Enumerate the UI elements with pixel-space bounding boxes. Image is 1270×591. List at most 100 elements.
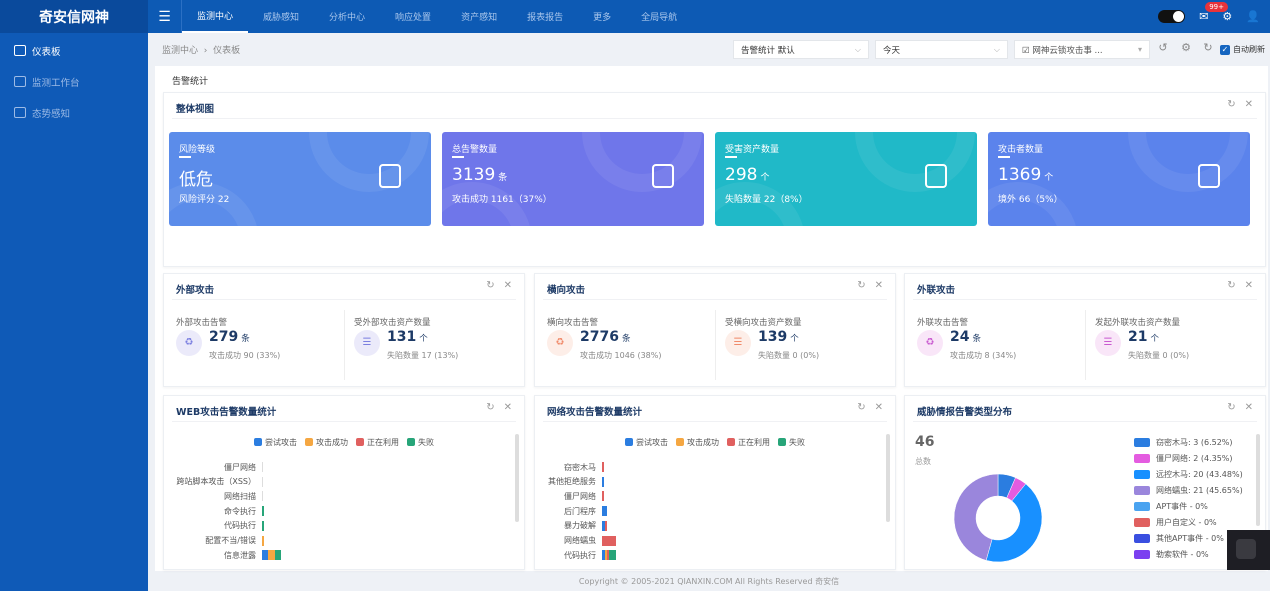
legend-item[interactable]: 尝试攻击 (625, 437, 668, 448)
legend-item[interactable]: 其他APT事件 - 0% (1134, 530, 1243, 546)
bar-segment[interactable] (268, 550, 275, 561)
refresh-icon[interactable]: ↻ (857, 280, 866, 291)
nav-tab[interactable]: 响应处置 (395, 13, 432, 23)
kpi-sub: 风险评分 22 (179, 195, 230, 205)
chart-title: WEB攻击告警数量统计 (176, 407, 277, 418)
refresh-icon[interactable]: ↻ (1227, 99, 1236, 110)
nav-tab[interactable]: 报表报告 (527, 13, 564, 23)
reset-icon[interactable]: ↺ (1158, 41, 1168, 54)
kpi-card[interactable]: 攻击者数量 1369 个 境外 66（5%） (988, 132, 1250, 226)
close-icon[interactable]: ✕ (503, 280, 512, 291)
time-select[interactable]: 今天 ⌵ (875, 40, 1008, 59)
refresh-icon[interactable]: ↻ (1227, 280, 1236, 291)
tick-label: 代码执行 (224, 521, 256, 531)
stat-sub: 失陷数量 17 (13%) (387, 351, 459, 360)
pie-slice[interactable] (985, 483, 1043, 563)
legend-item[interactable]: 攻击成功 (676, 437, 719, 448)
bar-segment[interactable] (262, 506, 264, 517)
user-icon[interactable]: 👤 (1246, 10, 1260, 23)
sidebar-item[interactable]: 仪表板 (0, 35, 148, 66)
bar-segment[interactable] (602, 520, 606, 531)
legend-item[interactable]: 网络蠕虫: 21 (45.65%) (1134, 482, 1243, 498)
bar-segment[interactable] (602, 476, 604, 487)
close-icon[interactable]: ✕ (1244, 99, 1253, 110)
nav-tab[interactable]: 全局导航 (641, 13, 678, 23)
stat-unit: 条 (972, 334, 981, 344)
template-select[interactable]: 告警统计 默认 ⌵ (733, 40, 869, 59)
legend-item[interactable]: 窃密木马: 3 (6.52%) (1134, 434, 1243, 450)
bar-segment[interactable] (602, 535, 617, 546)
close-icon[interactable]: ✕ (874, 280, 883, 291)
bar-segment[interactable] (262, 550, 269, 561)
legend-item[interactable]: 尝试攻击 (254, 437, 297, 448)
bar-segment[interactable] (609, 550, 616, 561)
kpi-card[interactable]: 总告警数量 3139 条 攻击成功 1161（37%） (442, 132, 704, 226)
bar-segment[interactable] (602, 550, 606, 561)
bar-segment[interactable] (262, 535, 264, 546)
scrollbar[interactable] (515, 434, 519, 522)
pie-slice[interactable] (953, 473, 999, 561)
close-icon[interactable]: ✕ (1244, 280, 1253, 291)
bar-segment[interactable] (607, 550, 610, 561)
bar-segment[interactable] (605, 550, 608, 561)
sidebar-item-label: 仪表板 (32, 46, 61, 58)
kpi-number: 3139 (452, 165, 496, 185)
nav-tab[interactable]: 资产感知 (461, 13, 498, 23)
menu-icon[interactable]: ☰ (148, 0, 182, 33)
refresh-icon[interactable]: ↻ (486, 402, 495, 413)
legend-item[interactable]: APT事件 - 0% (1134, 498, 1243, 514)
refresh-icon[interactable]: ↻ (857, 402, 866, 413)
source-select[interactable]: ☑ 网神云锁攻击事 ... ▾ (1014, 40, 1150, 59)
legend-item[interactable]: 远控木马: 20 (43.48%) (1134, 466, 1243, 482)
mail-icon[interactable]: ✉ 99+ (1199, 2, 1228, 23)
legend-item[interactable]: 失败 (778, 437, 805, 448)
stat-left: 横向攻击告警 ♻ 2776 条 攻击成功 1046 (38%) (547, 316, 661, 360)
bar-row: 代码执行 (224, 520, 264, 531)
close-icon[interactable]: ✕ (874, 402, 883, 413)
nav-tab[interactable]: 监测中心 (182, 0, 249, 33)
nav-tab[interactable]: 分析中心 (329, 13, 366, 23)
server-icon: ☰ (725, 330, 751, 356)
legend-item[interactable]: 正在利用 (356, 437, 399, 448)
refresh-icon[interactable]: ↻ (486, 280, 495, 291)
app-logo[interactable]: 奇安信网神 (0, 0, 148, 33)
floating-widget[interactable] (1227, 530, 1270, 570)
tick-label: 信息泄露 (224, 550, 256, 560)
legend-item[interactable]: 攻击成功 (305, 437, 348, 448)
legend-swatch (305, 438, 313, 446)
bar-segment[interactable] (262, 520, 264, 531)
legend-item[interactable]: 僵尸网络: 2 (4.35%) (1134, 450, 1243, 466)
decoration (582, 132, 702, 192)
close-icon[interactable]: ✕ (503, 402, 512, 413)
theme-toggle[interactable] (1158, 10, 1186, 23)
bar-segment[interactable] (602, 491, 604, 502)
breadcrumb-parent[interactable]: 监测中心 (162, 46, 199, 56)
refresh-icon[interactable]: ↻ (1203, 41, 1213, 54)
nav-tab[interactable]: 威胁感知 (263, 13, 300, 23)
legend-item[interactable]: 勒索软件 - 0% (1134, 546, 1243, 562)
kpi-card[interactable]: 受害资产数量 298 个 失陷数量 22（8%） (715, 132, 977, 226)
sidebar-item[interactable]: 监测工作台 (0, 66, 148, 97)
sidebar-item[interactable]: 态势感知 (0, 97, 148, 128)
scrollbar[interactable] (886, 434, 890, 522)
legend-item[interactable]: 失败 (407, 437, 434, 448)
bar-segment[interactable] (602, 506, 607, 517)
bar-segment[interactable] (602, 462, 604, 472)
bar-segment[interactable] (605, 520, 608, 531)
scrollbar[interactable] (1256, 434, 1260, 526)
refresh-icon[interactable]: ↻ (1227, 402, 1236, 413)
legend-item[interactable]: 正在利用 (727, 437, 770, 448)
panel-title: 告警统计 (172, 77, 209, 87)
settings-icon[interactable]: ⚙ (1181, 41, 1191, 54)
legend-label: 正在利用 (367, 438, 399, 447)
auto-refresh-checkbox[interactable]: ✓ 自动刷新 (1220, 44, 1265, 55)
close-icon[interactable]: ✕ (1244, 402, 1253, 413)
legend-label: 尝试攻击 (636, 438, 668, 447)
nav-tab[interactable]: 更多 (593, 13, 612, 23)
bar-segment[interactable] (274, 550, 282, 561)
tick-label: 其他拒绝服务 (548, 477, 596, 487)
legend-item[interactable]: 用户自定义 - 0% (1134, 514, 1243, 530)
kpi-card[interactable]: 风险等级 低危 风险评分 22 (169, 132, 431, 226)
bar-row: 网络扫描 (224, 491, 263, 502)
settings-icon[interactable]: ⚙ (1222, 10, 1233, 23)
